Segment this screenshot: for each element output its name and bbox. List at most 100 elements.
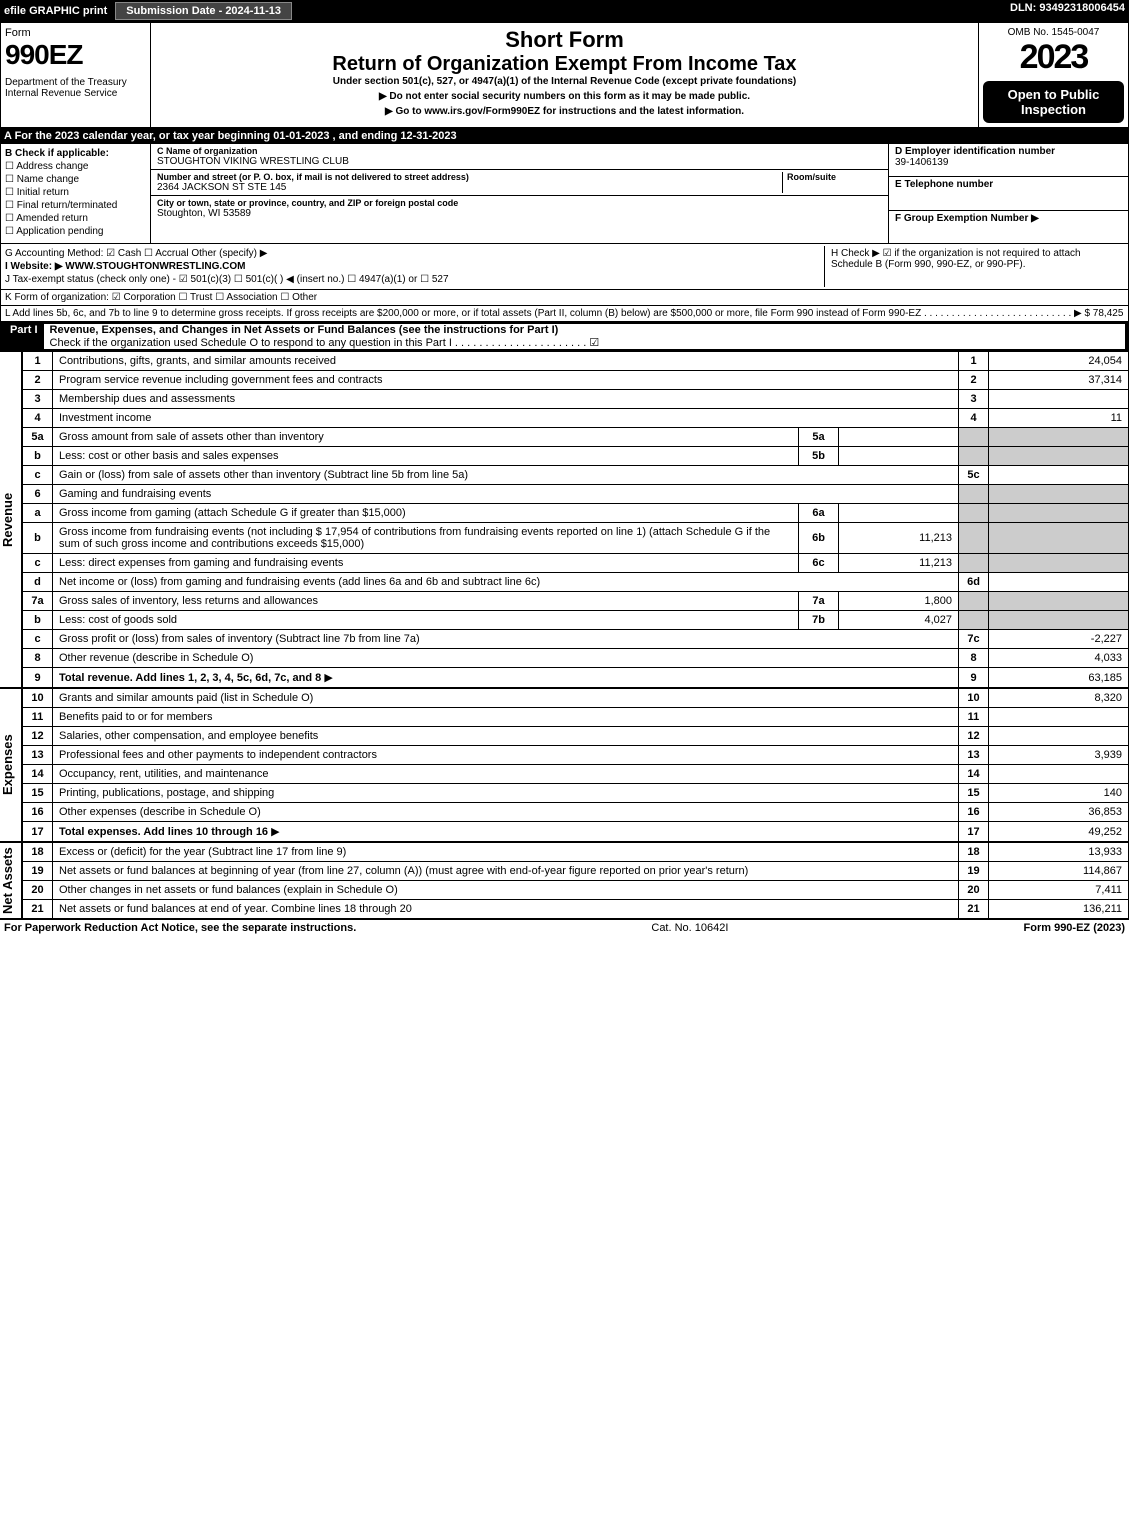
page-footer: For Paperwork Reduction Act Notice, see …	[0, 919, 1129, 936]
footer-right: Form 990-EZ (2023)	[1024, 922, 1125, 934]
chk-initial-return[interactable]: ☐ Initial return	[5, 187, 146, 198]
line-20-val: 7,411	[989, 881, 1129, 900]
line-2-val: 37,314	[989, 371, 1129, 390]
line-6a-mv	[839, 504, 959, 523]
line-8-val: 4,033	[989, 649, 1129, 668]
omb-no: OMB No. 1545-0047	[983, 27, 1124, 38]
return-title: Return of Organization Exempt From Incom…	[155, 53, 974, 76]
line-7c-text: Gross profit or (loss) from sales of inv…	[53, 630, 959, 649]
table-row: 2Program service revenue including gover…	[23, 371, 1129, 390]
line-6a-text: Gross income from gaming (attach Schedul…	[53, 504, 799, 523]
topbar: efile GRAPHIC print Submission Date - 20…	[0, 0, 1129, 22]
line-9-val: 63,185	[989, 668, 1129, 688]
table-row: bLess: cost or other basis and sales exp…	[23, 447, 1129, 466]
d-ein-label: D Employer identification number	[895, 146, 1122, 157]
netassets-table: 18Excess or (deficit) for the year (Subt…	[22, 842, 1129, 919]
expenses-table: 10Grants and similar amounts paid (list …	[22, 688, 1129, 842]
line-7c-val: -2,227	[989, 630, 1129, 649]
expenses-label: Expenses	[0, 688, 22, 842]
dln: DLN: 93492318006454	[1010, 2, 1125, 20]
line-8-text: Other revenue (describe in Schedule O)	[53, 649, 959, 668]
line-7b-text: Less: cost of goods sold	[53, 611, 799, 630]
c-city-label: City or town, state or province, country…	[157, 198, 882, 208]
org-city: Stoughton, WI 53589	[157, 208, 882, 219]
form-number: 990EZ	[5, 39, 146, 71]
header-mid: Short Form Return of Organization Exempt…	[151, 23, 978, 127]
line-10-text: Grants and similar amounts paid (list in…	[53, 689, 959, 708]
b-title: B Check if applicable:	[5, 148, 146, 159]
table-row: 4Investment income411	[23, 409, 1129, 428]
ein: 39-1406139	[895, 157, 1122, 168]
line-6c-text: Less: direct expenses from gaming and fu…	[53, 554, 799, 573]
table-row: 5aGross amount from sale of assets other…	[23, 428, 1129, 447]
table-row: 1Contributions, gifts, grants, and simil…	[23, 352, 1129, 371]
efile-link[interactable]: efile GRAPHIC print	[4, 5, 107, 17]
line-21-text: Net assets or fund balances at end of ye…	[53, 900, 959, 919]
org-street: 2364 JACKSON ST STE 145	[157, 182, 782, 193]
revenue-section: Revenue 1Contributions, gifts, grants, a…	[0, 351, 1129, 688]
h-schedule-b: H Check ▶ ☑ if the organization is not r…	[824, 246, 1124, 287]
line-6c-mv: 11,213	[839, 554, 959, 573]
table-row: cLess: direct expenses from gaming and f…	[23, 554, 1129, 573]
line-15-val: 140	[989, 784, 1129, 803]
chk-label: Address change	[16, 161, 88, 172]
row-a-period: A For the 2023 calendar year, or tax yea…	[0, 128, 1129, 144]
c-name-label: C Name of organization	[157, 146, 882, 156]
table-row: cGain or (loss) from sale of assets othe…	[23, 466, 1129, 485]
line-21-val: 136,211	[989, 900, 1129, 919]
line-5a-text: Gross amount from sale of assets other t…	[53, 428, 799, 447]
chk-final-return[interactable]: ☐ Final return/terminated	[5, 200, 146, 211]
note-ssn: ▶ Do not enter social security numbers o…	[155, 91, 974, 102]
line-13-text: Professional fees and other payments to …	[53, 746, 959, 765]
tax-year: 2023	[983, 38, 1124, 77]
table-row: 14Occupancy, rent, utilities, and mainte…	[23, 765, 1129, 784]
line-16-val: 36,853	[989, 803, 1129, 822]
part1-title: Revenue, Expenses, and Changes in Net As…	[50, 324, 559, 336]
table-row: aGross income from gaming (attach Schedu…	[23, 504, 1129, 523]
line-6-text: Gaming and fundraising events	[53, 485, 959, 504]
line-10-val: 8,320	[989, 689, 1129, 708]
line-19-text: Net assets or fund balances at beginning…	[53, 862, 959, 881]
line-6d-val	[989, 573, 1129, 592]
note-link[interactable]: ▶ Go to www.irs.gov/Form990EZ for instru…	[155, 106, 974, 117]
line-4-text: Investment income	[53, 409, 959, 428]
chk-label: Final return/terminated	[17, 200, 118, 211]
inspection-badge: Open to Public Inspection	[983, 81, 1124, 123]
line-5a-mv	[839, 428, 959, 447]
line-3-text: Membership dues and assessments	[53, 390, 959, 409]
g-accounting: G Accounting Method: ☑ Cash ☐ Accrual Ot…	[5, 248, 824, 259]
table-row: 9Total revenue. Add lines 1, 2, 3, 4, 5c…	[23, 668, 1129, 688]
chk-label: Application pending	[16, 226, 103, 237]
part1-bar: Part I Revenue, Expenses, and Changes in…	[0, 322, 1129, 351]
line-5b-text: Less: cost or other basis and sales expe…	[53, 447, 799, 466]
line-3-val	[989, 390, 1129, 409]
table-row: 19Net assets or fund balances at beginni…	[23, 862, 1129, 881]
j-tax-exempt: J Tax-exempt status (check only one) - ☑…	[5, 274, 824, 285]
line-5c-val	[989, 466, 1129, 485]
table-row: 11Benefits paid to or for members11	[23, 708, 1129, 727]
chk-label: Initial return	[17, 187, 69, 198]
submission-date: Submission Date - 2024-11-13	[115, 2, 292, 20]
table-row: 12Salaries, other compensation, and empl…	[23, 727, 1129, 746]
chk-amended[interactable]: ☐ Amended return	[5, 213, 146, 224]
line-6d-text: Net income or (loss) from gaming and fun…	[53, 573, 959, 592]
table-row: 15Printing, publications, postage, and s…	[23, 784, 1129, 803]
col-c-org: C Name of organization STOUGHTON VIKING …	[151, 144, 888, 243]
line-9-text: Total revenue. Add lines 1, 2, 3, 4, 5c,…	[59, 672, 321, 684]
chk-application-pending[interactable]: ☐ Application pending	[5, 226, 146, 237]
line-14-val	[989, 765, 1129, 784]
netassets-label: Net Assets	[0, 842, 22, 919]
i-website[interactable]: I Website: ▶ WWW.STOUGHTONWRESTLING.COM	[5, 261, 824, 272]
row-l: L Add lines 5b, 6c, and 7b to line 9 to …	[0, 306, 1129, 322]
line-18-val: 13,933	[989, 843, 1129, 862]
e-phone-label: E Telephone number	[895, 179, 1122, 190]
line-5b-mv	[839, 447, 959, 466]
row-gh: G Accounting Method: ☑ Cash ☐ Accrual Ot…	[0, 244, 1129, 290]
footer-mid: Cat. No. 10642I	[651, 922, 728, 934]
form-label: Form	[5, 27, 146, 39]
chk-address-change[interactable]: ☐ Address change	[5, 161, 146, 172]
chk-name-change[interactable]: ☐ Name change	[5, 174, 146, 185]
line-6b-mv: 11,213	[839, 523, 959, 554]
line-12-val	[989, 727, 1129, 746]
line-16-text: Other expenses (describe in Schedule O)	[53, 803, 959, 822]
